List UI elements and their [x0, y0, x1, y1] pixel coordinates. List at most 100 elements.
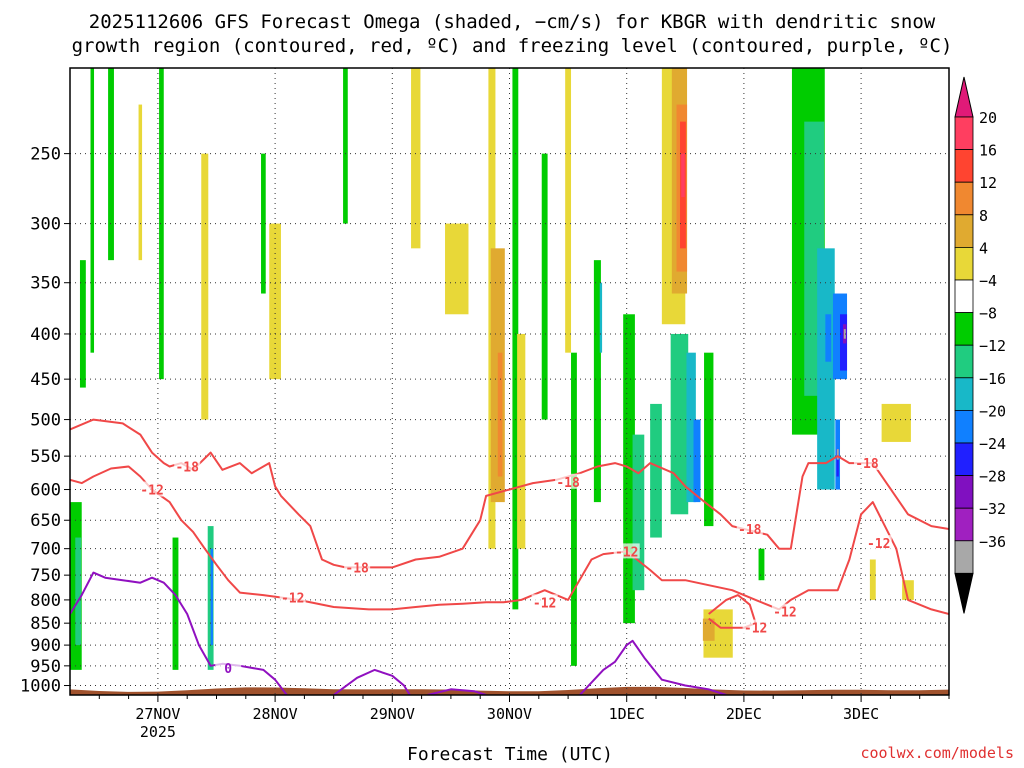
colorbar-top-arrow	[954, 76, 974, 118]
contour-label: 0	[224, 662, 232, 677]
omega-area	[593, 260, 601, 503]
omega-area	[75, 537, 82, 646]
colorbar-swatch	[954, 540, 974, 574]
omega-area	[159, 68, 164, 380]
x-axis-label: Forecast Time (UTC)	[407, 744, 613, 765]
y-axis: 2503003504004505005506006507007508008509…	[20, 145, 70, 697]
colorbar-label: 8	[979, 207, 988, 225]
contour-label: -12	[533, 596, 556, 611]
y-tick-label: 350	[30, 274, 61, 294]
y-tick-label: 950	[30, 657, 61, 677]
contour-label-bg	[531, 594, 558, 610]
contour-label: -12	[867, 537, 890, 552]
omega-area	[825, 314, 832, 362]
omega-area	[497, 352, 503, 477]
freezing-level-contour	[333, 668, 411, 695]
omega-area	[261, 153, 266, 294]
omega-area	[201, 153, 209, 420]
contour-label: -18	[855, 457, 879, 472]
y-tick-label: 500	[30, 411, 61, 431]
colorbar-swatch	[954, 181, 974, 216]
omega-area	[843, 329, 846, 339]
omega-area	[650, 403, 662, 538]
omega-area	[704, 352, 714, 527]
contour-label-bg	[555, 473, 582, 489]
contour-label-bg	[613, 543, 640, 559]
colorbar-label: −8	[979, 305, 997, 323]
contour-label: -12	[773, 606, 796, 621]
colorbar-swatch	[954, 409, 974, 444]
y-tick-label: 900	[30, 636, 61, 656]
omega-area	[108, 68, 114, 261]
omega-area	[172, 537, 179, 670]
contour-label: -18	[738, 523, 762, 538]
y-tick-label: 600	[30, 481, 61, 501]
x-tick-label: 28NOV	[253, 705, 298, 723]
colorbar-swatch	[954, 116, 974, 150]
freezing-level-contour	[427, 688, 487, 695]
contour-label: -12	[281, 592, 304, 607]
y-tick-label: 700	[30, 540, 61, 560]
contour-label-bg	[174, 458, 201, 474]
contour-labels: -18 -12 -18 -12 -18 -12 -12 -18 -12 -12 -18 -12 0	[139, 455, 892, 677]
omega-area	[411, 68, 421, 249]
freezing-level-contour	[579, 639, 727, 695]
omega-area	[571, 352, 577, 666]
omega-area	[269, 223, 281, 380]
colorbar-swatch	[954, 344, 974, 379]
contour-label-bg	[215, 659, 242, 675]
colorbar-swatch	[954, 312, 974, 346]
contour-label-bg	[771, 603, 798, 619]
contour-label-bg	[865, 535, 892, 551]
colorbar-swatch	[954, 442, 974, 476]
freezing-level-contour	[70, 571, 288, 695]
x-tick-label: 2DEC	[726, 705, 762, 723]
y-tick-label: 1000	[20, 677, 61, 697]
colorbar-swatch	[954, 246, 974, 281]
colorbar-label: 20	[979, 109, 997, 127]
contour-label: -18	[175, 460, 199, 475]
omega-area	[343, 68, 348, 224]
x-tick-label: 1DEC	[609, 705, 645, 723]
omega-area	[490, 248, 505, 503]
y-tick-label: 550	[30, 447, 61, 467]
contour-label: -12	[615, 545, 638, 560]
y-tick-label: 650	[30, 511, 61, 531]
omega-area	[686, 352, 696, 503]
contour-label: -12	[744, 622, 767, 637]
omega-area	[517, 333, 526, 549]
omega-area	[445, 223, 469, 315]
colorbar-label: −20	[979, 402, 1006, 420]
omega-area	[836, 449, 839, 460]
colorbar-swatch	[954, 149, 974, 183]
colorbar-label: 16	[979, 142, 997, 160]
colorbar: 20 16 12 8 4 −4 −8 −12 −16 −20 −24 −28 −32 −36	[954, 76, 1006, 614]
omega-area	[881, 403, 911, 442]
omega-area	[90, 68, 95, 353]
credit-link[interactable]: coolwx.com/models	[860, 744, 1014, 762]
omega-area	[632, 434, 645, 591]
omega-area	[869, 559, 876, 600]
colorbar-label: −12	[979, 337, 1006, 355]
colorbar-bottom-arrow	[954, 572, 974, 614]
dgz-contour	[70, 465, 949, 615]
contour-label-bg	[279, 589, 306, 605]
omega-area	[512, 68, 519, 610]
y-tick-label: 450	[30, 370, 61, 390]
omega-area	[138, 104, 143, 261]
contour-lines	[70, 418, 949, 695]
terrain-surface	[70, 686, 949, 695]
x-tick-label: 27NOV	[135, 705, 180, 723]
x-tick-label: 29NOV	[370, 705, 415, 723]
contour-label-bg	[853, 455, 880, 471]
dgz-contour	[70, 418, 949, 569]
omega-area	[210, 548, 213, 646]
terrain-group	[70, 686, 949, 695]
contour-label-bg	[742, 619, 769, 635]
colorbar-swatch	[954, 279, 974, 313]
omega-area	[693, 419, 701, 503]
colorbar-label: −24	[979, 435, 1006, 453]
x-tick-sublabel: 2025	[140, 723, 176, 741]
contour-label-bg	[344, 559, 371, 575]
